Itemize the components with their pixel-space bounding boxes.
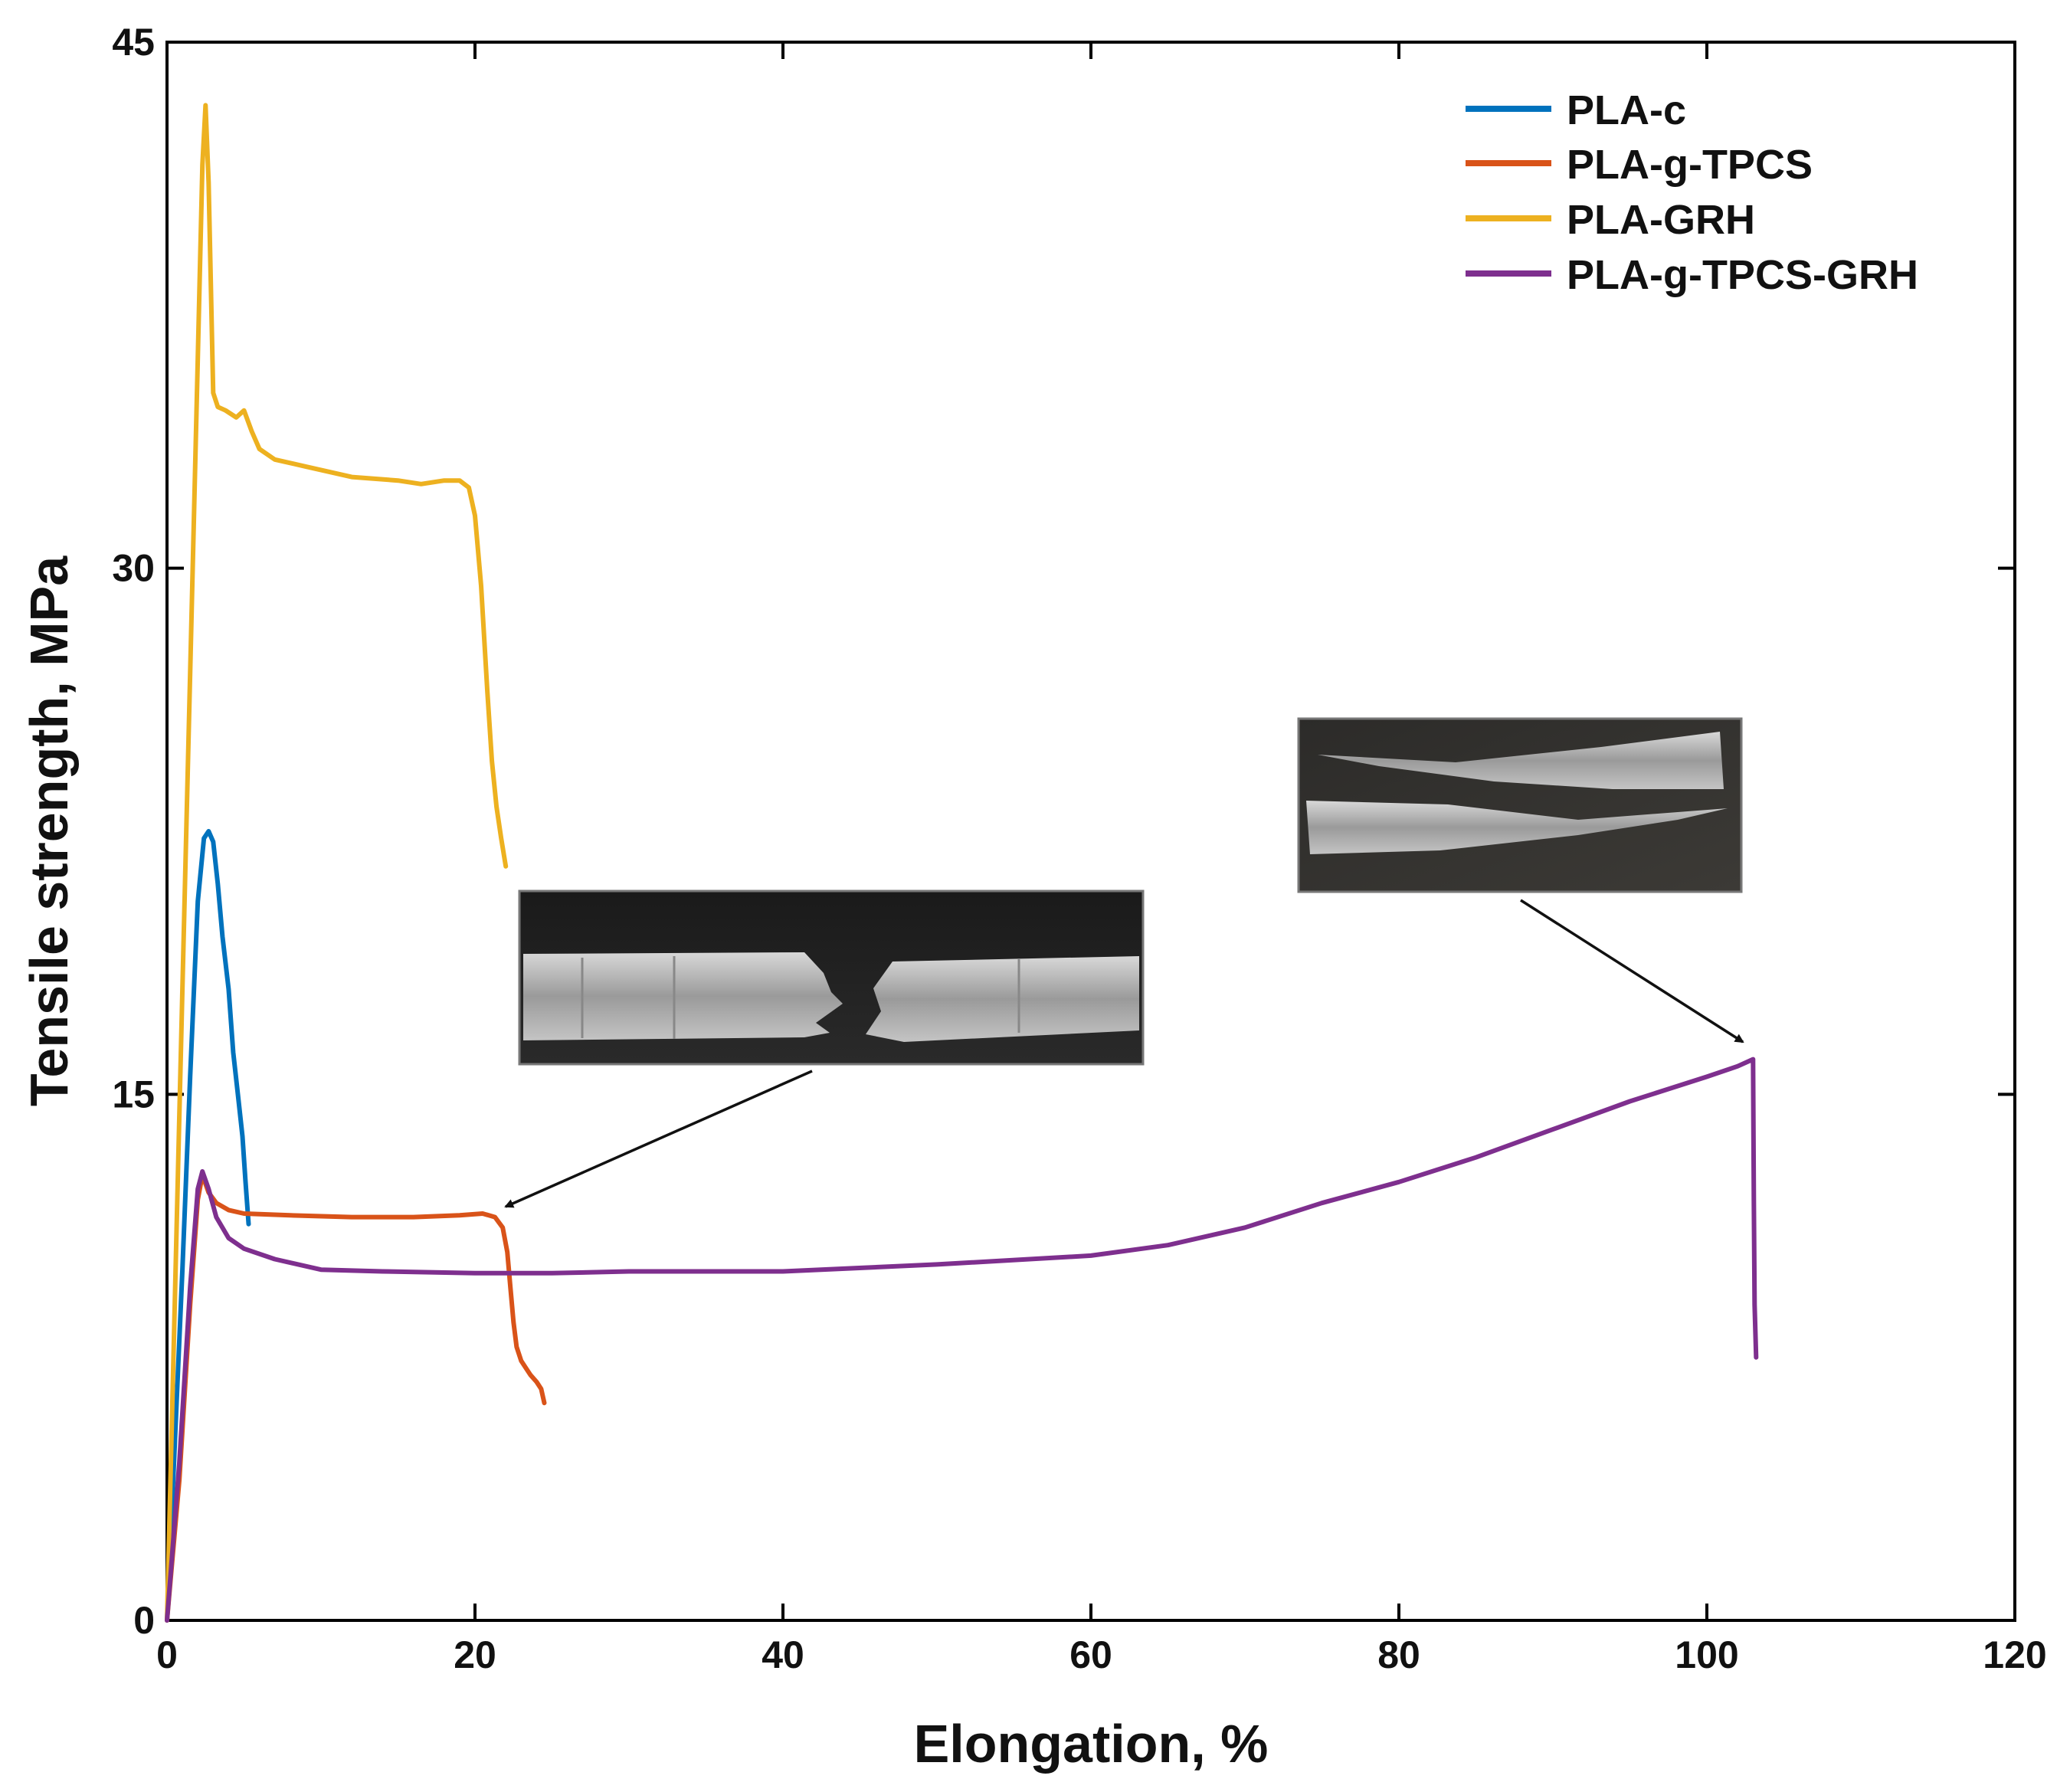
y-tick-label: 30 — [112, 547, 155, 590]
specimen-photo-pla-g-tpcs — [518, 889, 1145, 1066]
x-tick-label: 60 — [1069, 1633, 1112, 1676]
legend-label-pla-g-tpcs-grh: PLA-g-TPCS-GRH — [1567, 252, 1918, 298]
series-line-pla-g-tpcs — [165, 1172, 547, 1623]
x-tick-label: 20 — [454, 1633, 496, 1676]
y-tick-label: 0 — [133, 1599, 155, 1642]
axis-tick-labels: 0 20 40 60 80 100 120 0 15 30 45 — [112, 21, 2046, 1676]
x-tick-label: 0 — [156, 1633, 178, 1676]
legend: PLA-c PLA-g-TPCS PLA-GRH PLA-g-TPCS-GRH — [1466, 87, 1918, 298]
x-tick-label: 80 — [1377, 1633, 1420, 1676]
series-line-pla-g-tpcs-grh — [165, 1057, 1759, 1623]
axis-ticks — [165, 41, 2016, 1622]
y-axis-title: Tensile strength, MPa — [19, 555, 79, 1106]
x-tick-label: 120 — [1983, 1633, 2046, 1676]
x-axis-title: Elongation, % — [914, 1714, 1269, 1774]
arrow-to-pla-g-tpcs-grh-break — [1520, 899, 1744, 1043]
arrow-to-pla-g-tpcs-break — [504, 1070, 813, 1208]
legend-label-pla-grh: PLA-GRH — [1567, 197, 1755, 243]
x-tick-label: 100 — [1675, 1633, 1738, 1676]
x-tick-label: 40 — [762, 1633, 804, 1676]
y-tick-label: 45 — [112, 21, 155, 64]
specimen-photo-pla-g-tpcs-grh — [1297, 717, 1743, 893]
legend-label-pla-c: PLA-c — [1567, 87, 1686, 133]
series-line-pla-grh — [165, 103, 509, 1623]
legend-label-pla-g-tpcs: PLA-g-TPCS — [1567, 142, 1813, 188]
series-layer — [165, 103, 1759, 1623]
series-line-pla-c — [165, 829, 251, 1623]
y-tick-label: 15 — [112, 1073, 155, 1115]
